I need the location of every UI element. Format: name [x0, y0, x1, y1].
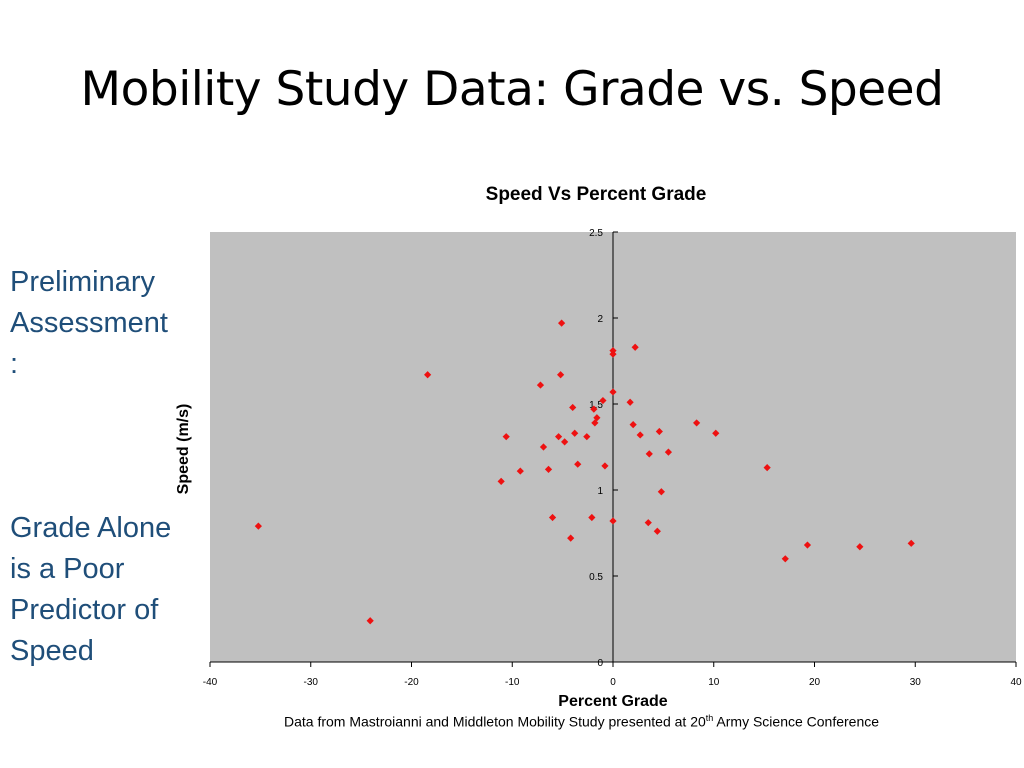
data-point — [548, 513, 557, 522]
x-tick-label: 30 — [910, 677, 922, 688]
data-point — [631, 343, 639, 351]
data-point — [571, 429, 579, 437]
data-point — [609, 347, 617, 355]
data-point — [856, 543, 864, 551]
data-point — [557, 371, 565, 379]
side-text-line: Speed — [10, 635, 94, 667]
chart-title: Speed Vs Percent Grade — [486, 184, 707, 205]
x-tick-label: 20 — [809, 677, 821, 688]
data-point — [629, 421, 637, 429]
data-point — [590, 405, 598, 413]
data-point — [591, 419, 599, 427]
data-point — [803, 541, 812, 549]
data-point — [609, 517, 617, 525]
y-tick-label: 1.5 — [589, 400, 603, 411]
data-point — [644, 519, 652, 527]
side-text-preliminary: Preliminary Assessment : — [10, 262, 205, 385]
data-point — [569, 403, 577, 412]
data-point — [558, 319, 566, 327]
data-point — [636, 431, 644, 439]
caption-text: Data from Mastroianni and Middleton Mobi… — [284, 713, 706, 730]
data-point — [593, 414, 601, 422]
data-point — [424, 371, 432, 379]
data-point — [907, 539, 915, 547]
source-caption: Data from Mastroianni and Middleton Mobi… — [284, 713, 879, 730]
side-text-line: Grade Alone — [10, 512, 172, 544]
x-tick-label: -30 — [304, 677, 319, 688]
caption-text-end: Army Science Conference — [713, 713, 880, 730]
data-point — [645, 450, 653, 458]
data-point — [502, 433, 510, 441]
data-point — [693, 419, 701, 427]
data-point — [583, 433, 591, 441]
data-point — [601, 462, 609, 470]
side-text-conclusion: Grade Alone is a Poor Predictor of Speed — [10, 508, 205, 672]
side-text-line: Predictor of — [10, 594, 159, 626]
data-point — [657, 488, 665, 496]
side-text-line: Preliminary — [10, 266, 156, 298]
x-axis-label: Percent Grade — [558, 693, 667, 710]
side-text-line: : — [10, 348, 19, 380]
x-tick-label: 0 — [610, 677, 616, 688]
data-point — [781, 555, 789, 563]
side-text-line: Assessment — [10, 307, 168, 339]
y-tick-label: 2.5 — [589, 228, 603, 239]
data-point — [561, 438, 569, 446]
data-point — [712, 429, 720, 437]
data-point — [655, 427, 663, 436]
y-tick-label: 0 — [597, 658, 603, 669]
data-point — [544, 465, 553, 473]
data-point — [567, 534, 575, 542]
data-point — [254, 522, 262, 530]
data-point — [366, 617, 374, 625]
x-tick-label: -20 — [404, 677, 419, 688]
data-point — [539, 443, 548, 451]
axes: -40 -30 -20 -10 0 10 20 30 40 0 0.5 1 1.5 2 2.5 — [203, 228, 1022, 688]
data-point — [664, 448, 673, 456]
x-tick-label: 10 — [708, 677, 720, 688]
data-point — [574, 460, 582, 468]
y-tick-label: 0.5 — [589, 572, 603, 583]
data-point — [609, 388, 617, 396]
y-axis-label: Speed (m/s) — [175, 404, 192, 495]
data-point — [536, 381, 545, 389]
data-point — [763, 464, 771, 472]
x-tick-label: -40 — [203, 677, 218, 688]
x-tick-label: 40 — [1010, 677, 1022, 688]
data-points — [254, 319, 915, 625]
caption-superscript: th — [705, 713, 714, 723]
y-tick-label: 2 — [597, 314, 603, 325]
data-point — [588, 513, 596, 522]
x-tick-label: -10 — [505, 677, 520, 688]
data-point — [516, 467, 524, 475]
data-point — [626, 398, 634, 406]
side-text-line: is a Poor — [10, 553, 125, 585]
slide-title: Mobility Study Data: Grade vs. Speed — [80, 62, 944, 117]
data-point — [599, 396, 607, 405]
y-tick-label: 1 — [597, 486, 603, 497]
data-point — [653, 527, 661, 535]
data-point — [554, 433, 563, 441]
data-point — [497, 477, 505, 485]
